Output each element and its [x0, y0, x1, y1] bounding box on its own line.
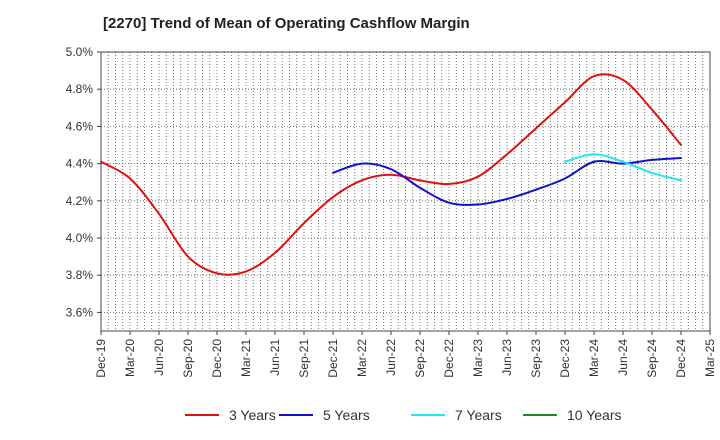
y-tick-label: 4.4% [66, 157, 94, 171]
x-tick-label: Jun-20 [152, 339, 166, 376]
x-tick-label: Sep-23 [529, 339, 543, 378]
chart-legend: 3 Years 5 Years 7 Years 10 Years [0, 404, 720, 426]
y-tick-label: 3.6% [66, 305, 94, 319]
x-tick-label: Dec-23 [558, 339, 572, 378]
x-tick-label: Jun-22 [384, 339, 398, 376]
y-tick-label: 4.2% [66, 194, 94, 208]
legend-swatch-5-years [279, 414, 313, 416]
x-tick-label: Mar-25 [703, 339, 717, 377]
legend-label-5-years: 5 Years [323, 407, 370, 423]
axes: 5.0% 4.8% 4.6% 4.4% 4.2% 4.0% 3.8% 3.6% Dec-19 Ma… [66, 45, 717, 378]
series-lines [100, 73, 682, 276]
legend-item-7-years: 7 Years [411, 404, 502, 426]
legend-label-7-years: 7 Years [455, 407, 502, 423]
x-tick-label: Sep-21 [297, 339, 311, 378]
x-tick-label: Mar-22 [355, 339, 369, 377]
x-tick-label: Sep-22 [413, 339, 427, 378]
plot-frame [100, 51, 711, 332]
x-tick-label: Mar-20 [123, 339, 137, 377]
x-tick-label: Sep-24 [645, 339, 659, 378]
legend-item-3-years: 3 Years [185, 404, 276, 426]
legend-swatch-10-years [523, 414, 557, 416]
x-tick-label: Mar-21 [239, 339, 253, 377]
x-tick-label: Jun-24 [616, 339, 630, 376]
legend-swatch-7-years [411, 414, 445, 416]
x-tick-label: Mar-24 [587, 339, 601, 377]
x-tick-label: Dec-24 [674, 339, 688, 378]
x-tick-label: Mar-23 [471, 339, 485, 377]
grid-lines [101, 51, 710, 331]
y-tick-label: 4.6% [66, 119, 94, 133]
legend-swatch-3-years [185, 414, 219, 416]
legend-item-10-years: 10 Years [523, 404, 622, 426]
legend-label-10-years: 10 Years [567, 407, 622, 423]
y-tick-label: 4.0% [66, 231, 94, 245]
x-tick-label: Sep-20 [181, 339, 195, 378]
series-line-3-years [100, 73, 682, 276]
chart-title: [2270] Trend of Mean of Operating Cashfl… [103, 15, 470, 32]
series-line-7-years [564, 153, 682, 182]
y-tick-label: 5.0% [66, 45, 94, 59]
y-tick-label: 4.8% [66, 82, 94, 96]
series-line-5-years [332, 157, 682, 206]
x-tick-label: Dec-22 [442, 339, 456, 378]
legend-label-3-years: 3 Years [229, 407, 276, 423]
x-tick-label: Dec-21 [326, 339, 340, 378]
x-tick-label: Dec-20 [210, 339, 224, 378]
y-tick-label: 3.8% [66, 268, 94, 282]
x-tick-label: Jun-23 [500, 339, 514, 376]
x-tick-label: Dec-19 [94, 339, 108, 378]
x-tick-label: Jun-21 [268, 339, 282, 376]
legend-item-5-years: 5 Years [279, 404, 370, 426]
